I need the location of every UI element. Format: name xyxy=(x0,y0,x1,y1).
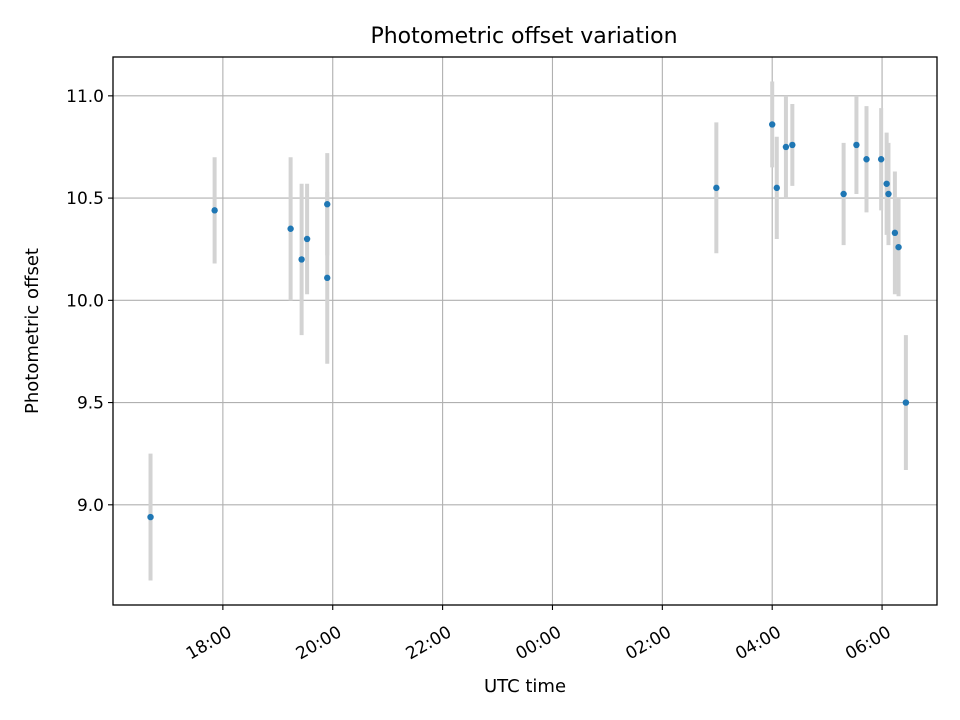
data-point xyxy=(895,243,902,251)
data-point xyxy=(891,229,899,237)
data-point xyxy=(853,141,860,149)
x-axis-label: UTC time xyxy=(484,676,566,697)
plot-frame xyxy=(112,56,938,606)
data-point xyxy=(789,141,796,149)
data-point xyxy=(324,201,331,208)
data-point xyxy=(298,256,305,263)
data-point xyxy=(773,184,780,192)
data-point xyxy=(883,180,890,187)
y-axis-label: Photometric offset xyxy=(22,248,43,414)
data-point xyxy=(324,274,331,282)
y-tick-label: 11.0 xyxy=(66,87,104,107)
data-point xyxy=(769,121,776,128)
data-points xyxy=(147,121,910,521)
data-point xyxy=(902,399,910,406)
data-point xyxy=(863,156,870,163)
data-point xyxy=(287,225,294,232)
y-tick-label: 10.0 xyxy=(66,291,104,311)
data-point xyxy=(885,190,892,198)
y-tick-label: 10.5 xyxy=(66,189,104,209)
data-point xyxy=(877,156,885,163)
y-tick-label: 9.5 xyxy=(77,394,104,414)
data-point xyxy=(840,190,847,198)
data-point xyxy=(211,207,218,214)
data-point xyxy=(303,235,311,243)
data-point xyxy=(782,143,790,151)
data-point xyxy=(713,184,720,192)
chart-title: Photometric offset variation xyxy=(370,24,677,49)
y-axis-ticks: 9.0 9.5 10.0 10.5 11.0 xyxy=(66,87,113,516)
y-tick-label: 9.0 xyxy=(77,496,104,516)
data-point xyxy=(147,513,154,521)
